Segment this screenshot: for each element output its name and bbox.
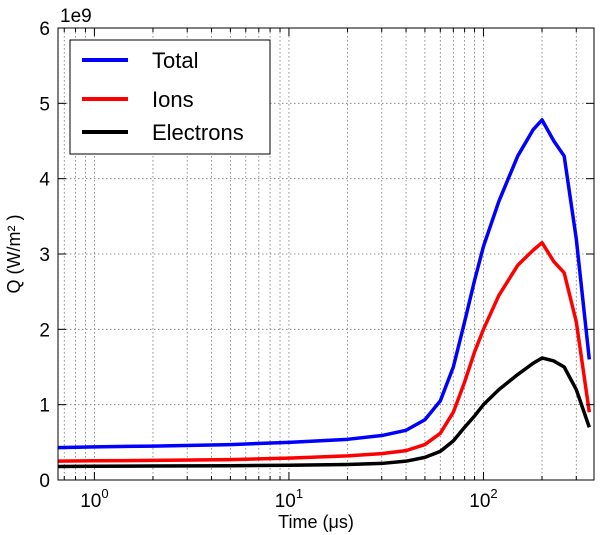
y-tick-label: 1 [39,396,50,417]
y-tick-label: 0 [39,471,50,492]
x-axis-label: Time (μs) [278,512,354,532]
y-axis-label: Q (W/m² ) [4,215,24,294]
x-tick-label: 102 [469,486,497,512]
grid-lines [58,28,594,480]
y-offset-label: 1e9 [60,6,92,27]
y-tick-label: 3 [39,245,50,266]
axis-ticks [58,27,594,481]
y-tick-label: 5 [39,94,50,115]
legend-label-ions: Ions [152,87,194,112]
series-line-electrons [57,356,591,469]
series-line-ions [57,240,592,463]
series-line-total [57,118,592,450]
legend-label-electrons: Electrons [152,120,244,145]
y-tick-label: 2 [39,320,50,341]
x-tick-label: 101 [275,486,303,512]
legend: Total Ions Electrons [69,39,271,155]
series-lines [57,118,592,469]
y-tick-label: 4 [39,170,50,191]
y-tick-label: 6 [39,19,50,40]
x-tick-label: 100 [80,486,108,512]
tick-labels: 0 1 2 3 4 5 6 100 101 102 [39,19,497,512]
legend-label-total: Total [152,48,198,73]
